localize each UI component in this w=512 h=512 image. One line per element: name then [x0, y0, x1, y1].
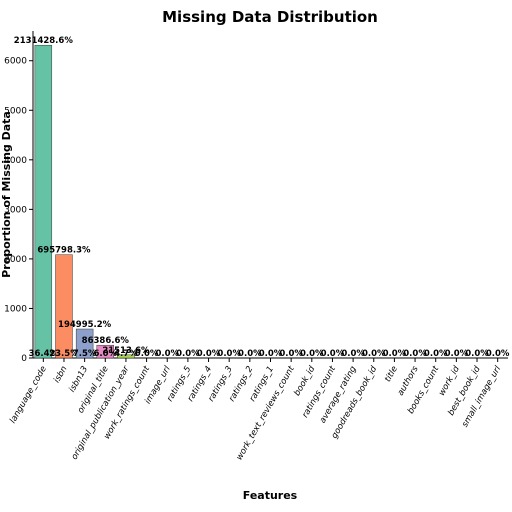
bar-percent-label: 0.0% [300, 349, 324, 359]
bar-percent-label: 0.0% [176, 349, 200, 359]
bar-value-label: 194995.2% [58, 320, 112, 330]
bar-percent-label: 7.5% [73, 349, 97, 359]
bar-value-label: 2131428.6% [14, 36, 74, 46]
bar-percent-label: 0.0% [135, 349, 159, 359]
bar-percent-label: 0.0% [424, 349, 448, 359]
bar-percent-label: 36.4% [29, 349, 59, 359]
y-tick-label: 3000 [4, 205, 27, 215]
bar-value-label: 21513.6% [102, 346, 150, 356]
y-tick-label: 0 [21, 354, 27, 364]
x-axis-label: Features [243, 489, 298, 502]
bar-percent-label: 0.0% [259, 349, 283, 359]
bar-percent-label: 6.0% [93, 349, 117, 359]
bar-percent-label: 0.0% [341, 349, 365, 359]
bar-value-label: 86386.6% [82, 336, 130, 346]
plot-area: 0 1000 2000 3000 4000 5000 6000 2131428.6% 36.4%… [4, 31, 510, 462]
bar-language-code [34, 44, 53, 359]
x-tick-label: language_code [8, 365, 49, 426]
y-tick-label: 1000 [4, 304, 27, 314]
bar-percent-label: 0.0% [321, 349, 345, 359]
bar-percent-label: 0.0% [362, 349, 386, 359]
bar-percent-label: 0.0% [465, 349, 489, 359]
y-axis-label: Proportion of Missing Data [0, 111, 13, 278]
bar-percent-label: 0.0% [279, 349, 303, 359]
bar-percent-label: 0.0% [403, 349, 427, 359]
y-tick-label: 2000 [4, 255, 27, 265]
x-tick-label: isbn [52, 365, 69, 385]
bar-value-label: 695798.3% [37, 246, 91, 256]
bar-percent-label: 23.5% [49, 349, 79, 359]
y-tick-label: 4000 [4, 156, 27, 166]
bar-percent-label: 0.0% [217, 349, 241, 359]
chart-title: Missing Data Distribution [162, 8, 378, 26]
bar-percent-label: 4.7% [114, 349, 138, 359]
bar-isbn [55, 254, 73, 359]
bar-percent-label: 0.0% [155, 349, 179, 359]
bar-percent-label: 0.0% [445, 349, 469, 359]
bar-percent-label: 0.0% [238, 349, 262, 359]
y-tick-label: 5000 [4, 106, 27, 116]
bar-percent-label: 0.0% [486, 349, 510, 359]
bar-percent-label: 0.0% [383, 349, 407, 359]
x-tick-label: title [383, 365, 400, 384]
bar-percent-label: 0.0% [197, 349, 221, 359]
y-tick-label: 6000 [4, 57, 27, 67]
